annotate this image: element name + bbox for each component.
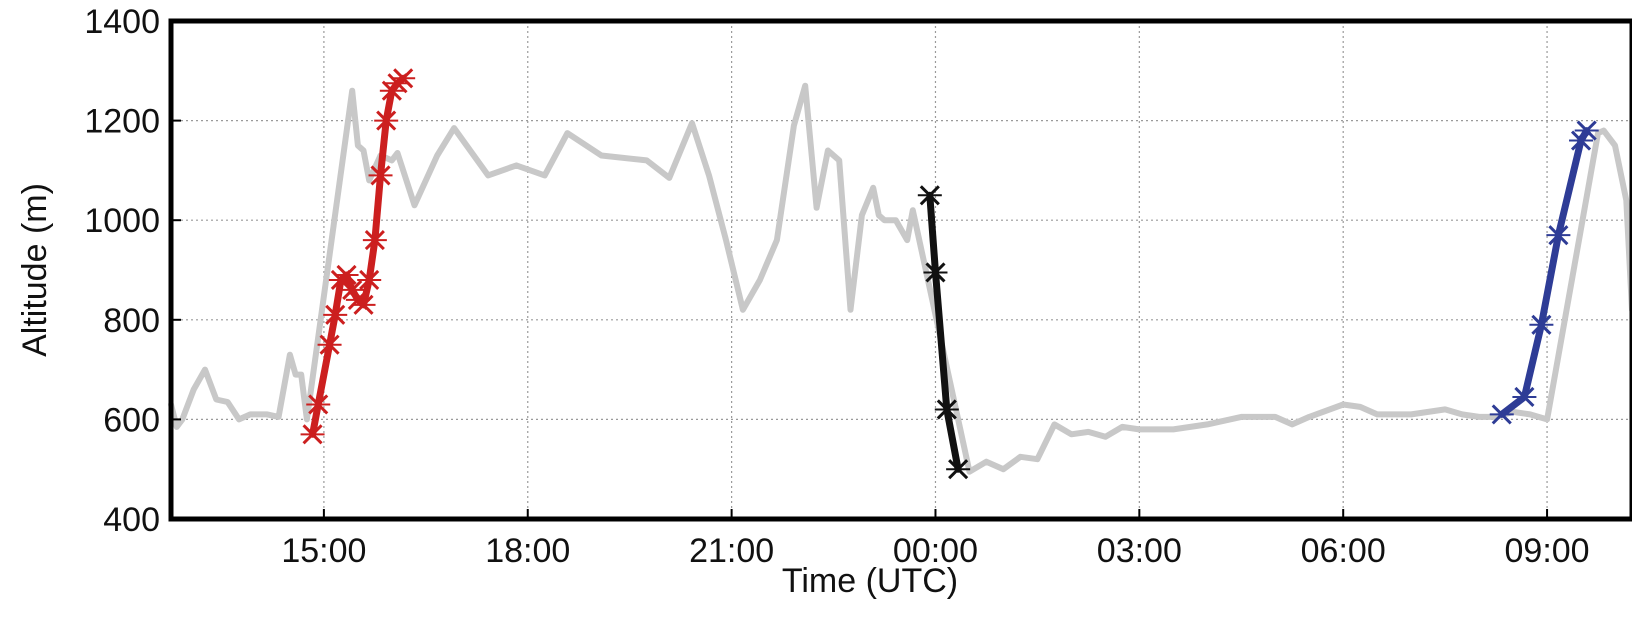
- data-point-marker: [374, 110, 399, 131]
- x-tick-label: 03:00: [1097, 532, 1182, 570]
- data-point-marker: [334, 264, 359, 286]
- y-tick-label: 600: [103, 401, 160, 439]
- y-tick-label: 1000: [84, 202, 160, 240]
- y-axis-title: Altitude (m): [16, 183, 54, 357]
- data-point-marker: [368, 165, 393, 186]
- x-tick-label: 21:00: [689, 532, 774, 570]
- data-point-marker: [340, 279, 365, 300]
- x-axis-ticks: 15:00 18:00 21:00 00:00 03:00 06:00 09:00: [281, 509, 1590, 570]
- series-line: [168, 82, 1632, 475]
- plot-background: [171, 21, 1632, 519]
- data-point-marker: [917, 185, 942, 206]
- x-axis-title: Time (UTC): [782, 562, 958, 600]
- y-tick-label: 1400: [84, 3, 160, 41]
- y-tick-label: 800: [103, 302, 160, 340]
- data-point-marker: [300, 424, 325, 445]
- data-point-marker: [351, 294, 376, 315]
- data-point-marker: [391, 68, 416, 89]
- grid-lines: [171, 21, 1632, 519]
- y-axis-ticks: 400 600 800 1000 1200 1400: [84, 3, 181, 539]
- data-point-marker: [362, 230, 387, 251]
- series-line: [926, 191, 962, 473]
- data-point-marker: [317, 334, 342, 355]
- x-tick-label: 09:00: [1505, 532, 1590, 570]
- data-point-marker: [323, 304, 348, 325]
- data-point-marker: [306, 394, 331, 415]
- data-series-group: [168, 68, 1632, 480]
- x-tick-label: 18:00: [485, 532, 570, 570]
- x-tick-label: 15:00: [281, 532, 366, 570]
- x-tick-label: 06:00: [1301, 532, 1386, 570]
- data-point-marker: [1529, 314, 1554, 335]
- y-tick-label: 1200: [84, 103, 160, 141]
- data-point-marker: [923, 262, 948, 283]
- x-tick-label: 00:00: [893, 532, 978, 570]
- y-tick-label: 400: [103, 501, 160, 539]
- data-point-marker: [1546, 225, 1571, 246]
- data-point-marker: [934, 399, 959, 420]
- plot-frame: [168, 18, 1632, 522]
- data-point-marker: [1489, 404, 1514, 425]
- data-point-marker: [1569, 130, 1594, 151]
- data-point-marker: [1574, 120, 1599, 141]
- data-point-marker: [946, 459, 971, 480]
- data-point-marker: [357, 269, 382, 291]
- data-point-marker: [1512, 386, 1537, 408]
